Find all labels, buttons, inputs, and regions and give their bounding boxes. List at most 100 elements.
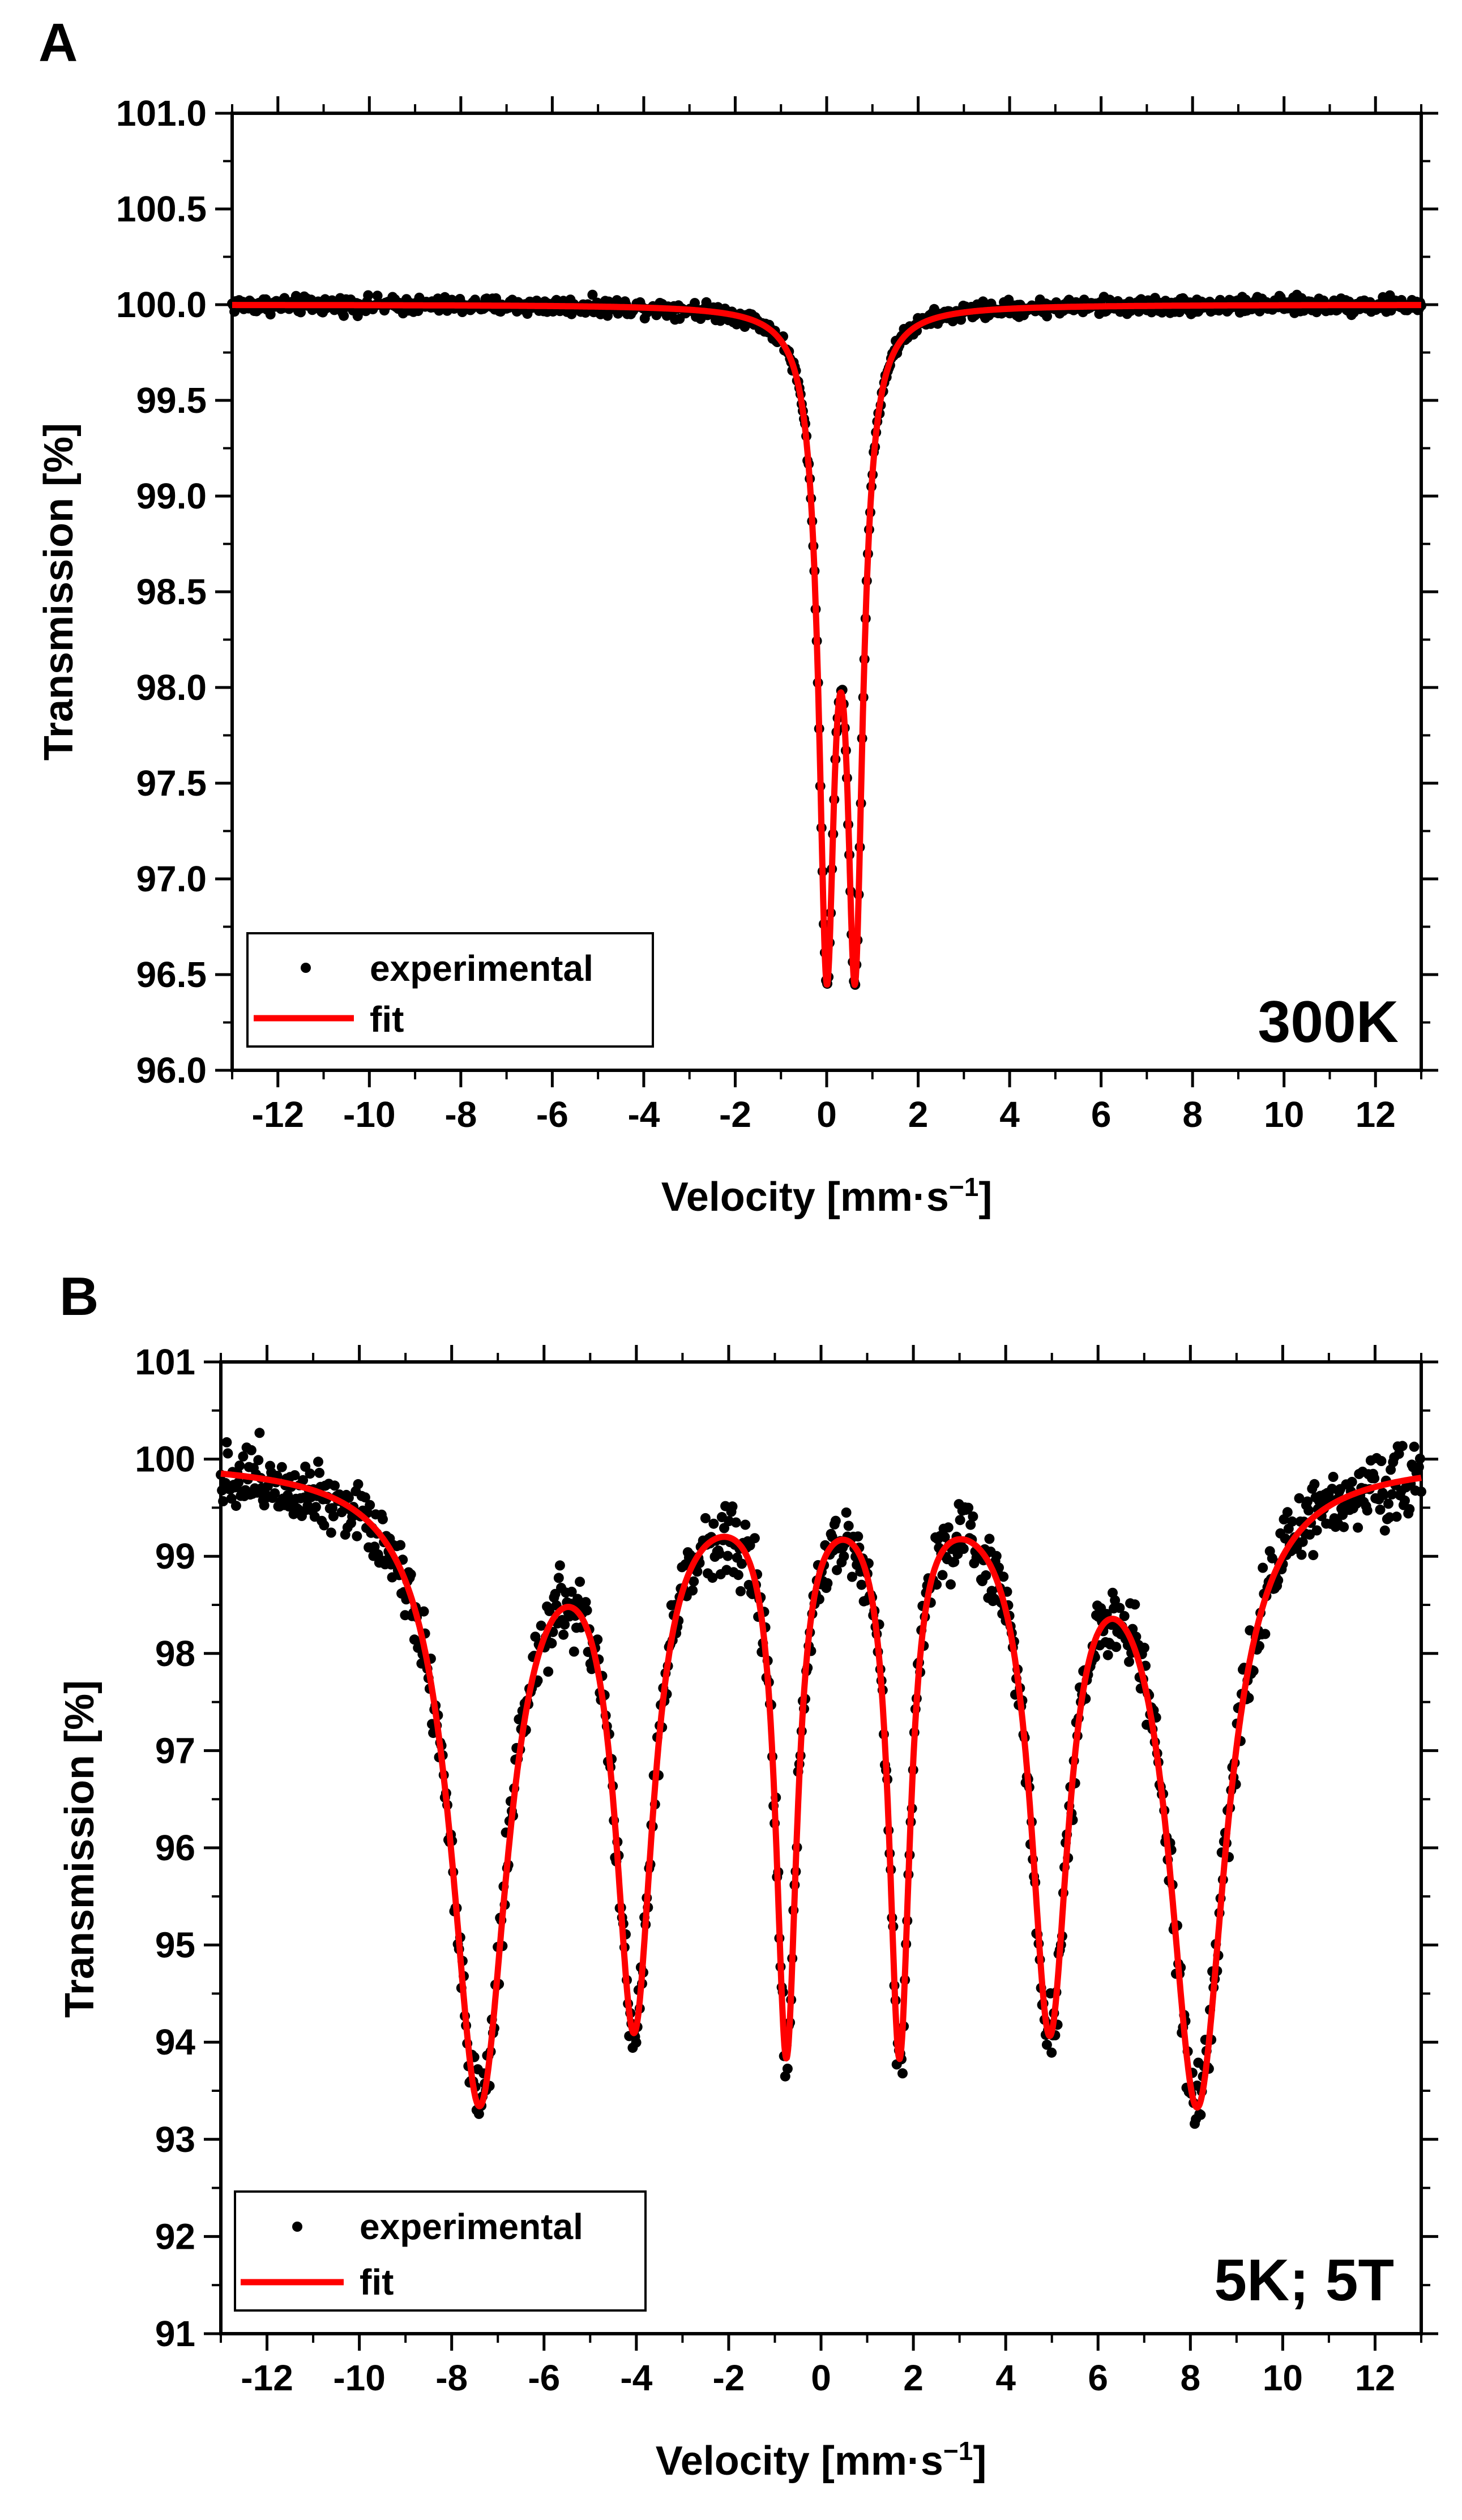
panel-b-letter: B [59,1266,99,1327]
experimental-point [991,1551,1002,1561]
experimental-point [736,1586,746,1596]
panel-a-y-tick-label: 100.0 [116,284,207,325]
experimental-point [1046,2047,1057,2058]
panel-a-x-tick-label: 2 [908,1094,929,1135]
experimental-point [246,1445,257,1455]
experimental-point [343,1492,354,1503]
experimental-point [994,1562,1004,1573]
panel-b-x-axis-label: Velocity [mm·s−1] [656,2436,987,2484]
panel-a-y-tick-label: 99.5 [136,380,207,421]
panel-a-x-tick-label: -10 [343,1094,396,1135]
experimental-point [313,1457,323,1467]
experimental-point [1362,1505,1373,1516]
experimental-point [986,1586,997,1596]
experimental-point [1404,1504,1415,1514]
experimental-point [270,1488,280,1498]
experimental-point [1391,1511,1402,1522]
panel-a-x-tick-label: 10 [1264,1094,1304,1135]
panel-b-y-tick-label: 95 [155,1925,195,1966]
panel-b-x-tick-label: -4 [620,2357,652,2398]
experimental-point [395,1540,406,1551]
panel-b-x-tick-label: 10 [1263,2357,1303,2398]
experimental-point [1400,1495,1410,1506]
experimental-point [546,1638,557,1648]
experimental-point [841,1507,852,1518]
panel-a-x-tick-label: 4 [999,1094,1020,1135]
experimental-point [1245,1625,1255,1635]
panel-a-fit-line [229,302,1424,988]
experimental-point [254,1428,265,1438]
panel-b-x-tick-label: -2 [712,2357,745,2398]
experimental-point [554,1560,565,1571]
experimental-point [418,1606,429,1617]
experimental-point [1296,1549,1307,1560]
panel-a-temperature-label: 300K [1258,989,1399,1055]
experimental-point [1195,2109,1206,2120]
experimental-point [310,1502,321,1513]
panel-a-y-tick-label: 98.5 [136,571,207,612]
panel-b-legend-point-icon [292,2222,302,2232]
experimental-point [955,1515,965,1526]
experimental-point [958,1544,969,1554]
experimental-point [1139,1642,1149,1653]
experimental-point [1282,1507,1293,1518]
experimental-point [587,289,598,300]
panel-b-legend: experimental fit [234,2190,647,2312]
panel-a-x-tick-label: 0 [817,1094,837,1135]
experimental-point [745,1540,755,1551]
experimental-point [1297,1536,1308,1547]
experimental-point [984,1534,995,1544]
experimental-point [1387,1489,1397,1500]
panel-b-y-tick-label: 93 [155,2119,195,2160]
experimental-point [847,1571,857,1582]
experimental-point [832,1565,842,1575]
experimental-point [365,1500,375,1510]
panel-b-x-tick-label: -6 [528,2357,560,2398]
experimental-point [265,309,276,320]
panel-a-y-tick-label: 96.0 [136,1050,207,1091]
experimental-point [949,1557,960,1567]
experimental-point [559,1619,570,1630]
experimental-point [723,1551,733,1561]
panel-a-legend-point-icon [301,963,311,973]
experimental-point [689,1576,699,1587]
panel-b-x-tick-label: 4 [995,2357,1016,2398]
panel-a-ticks: -12 -10 -8 -6 -4 -2 0 2 4 6 8 10 12 96.0 96.5 97.0 97.5 9… [116,93,1438,1135]
experimental-point [582,1605,592,1616]
experimental-point [1393,1449,1404,1459]
experimental-point [221,1437,232,1447]
experimental-point [314,1467,325,1478]
experimental-point [1397,1441,1408,1451]
experimental-point [1311,1525,1322,1536]
experimental-point [1308,1550,1319,1561]
panel-b-y-axis-label: Transmission [%] [57,1680,102,2018]
experimental-point [253,1455,264,1466]
experimental-point [1309,1479,1320,1489]
panel-b-y-tick-label: 92 [155,2216,195,2257]
experimental-point [843,1520,854,1531]
panel-b-legend-experimental: experimental [360,2206,583,2247]
panel-a-y-axis-label: Transmission [%] [36,423,82,761]
experimental-point [305,1468,315,1479]
panel-b-x-tick-label: 2 [903,2357,924,2398]
panel-a-x-tick-label: -2 [719,1094,751,1135]
experimental-point [1413,1462,1424,1472]
panel-b-y-tick-label: 91 [155,2313,195,2354]
experimental-point [897,2068,908,2079]
experimental-point [1042,311,1052,322]
experimental-point [963,1502,974,1513]
panel-a-x-tick-label: -8 [444,1094,477,1135]
experimental-point [749,1533,760,1544]
experimental-point [782,2064,793,2074]
experimental-point [737,1558,747,1569]
experimental-point [1124,1656,1134,1667]
experimental-point [839,1551,849,1562]
experimental-point [369,1541,380,1552]
panel-a-letter: A [39,12,78,73]
panel-b-x-tick-label: -12 [241,2357,293,2398]
experimental-point [558,1629,569,1640]
experimental-point [1302,1496,1313,1507]
panel-b-x-tick-label: -10 [333,2357,386,2398]
experimental-point [234,1460,245,1471]
experimental-point [943,1522,954,1533]
